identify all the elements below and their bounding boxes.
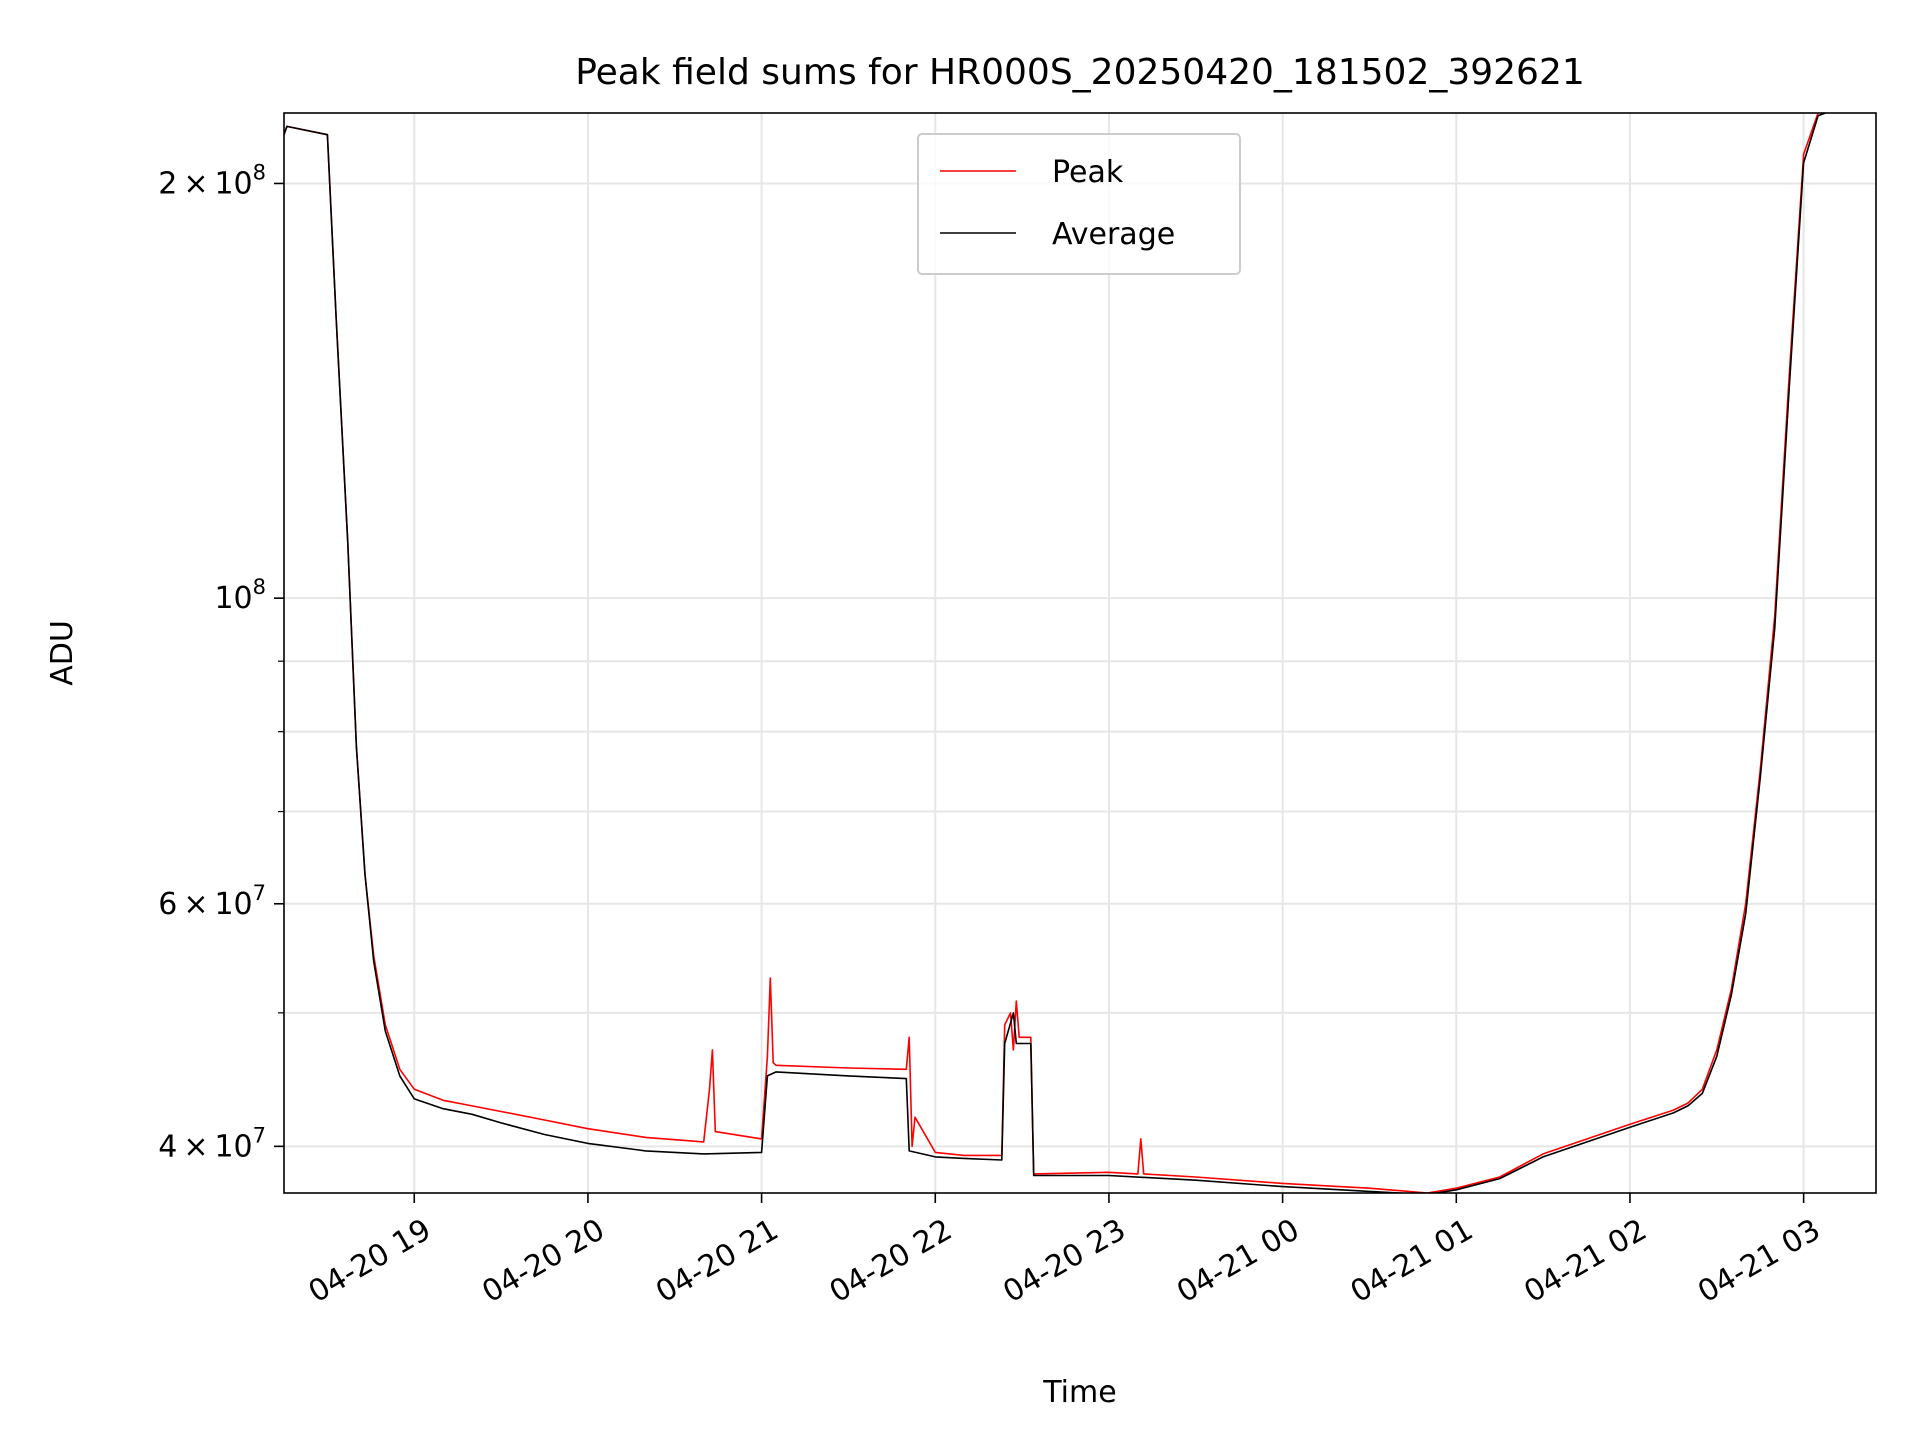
x-axis-label: Time [1042, 1375, 1116, 1410]
series-layer [284, 113, 1828, 1193]
legend-box [917, 133, 1241, 275]
legend-label-peak: Peak [1052, 155, 1124, 190]
axes-frame [283, 112, 1877, 1194]
chart-title: Peak field sums for HR000S_20250420_1815… [575, 52, 1585, 93]
y-tick-label: 4 × 107 [158, 1123, 266, 1164]
y-tick-label: 2 × 108 [158, 160, 266, 201]
series-line-average [284, 113, 1828, 1193]
legend-label-average: Average [1052, 217, 1175, 252]
legend: Peak Average [917, 133, 1241, 275]
y-tick-label: 108 [214, 575, 266, 616]
y-tick-label: 6 × 107 [158, 881, 266, 922]
grid [284, 113, 1876, 1193]
y-axis-label: ADU [45, 620, 80, 686]
series-line-peak [284, 113, 1823, 1193]
